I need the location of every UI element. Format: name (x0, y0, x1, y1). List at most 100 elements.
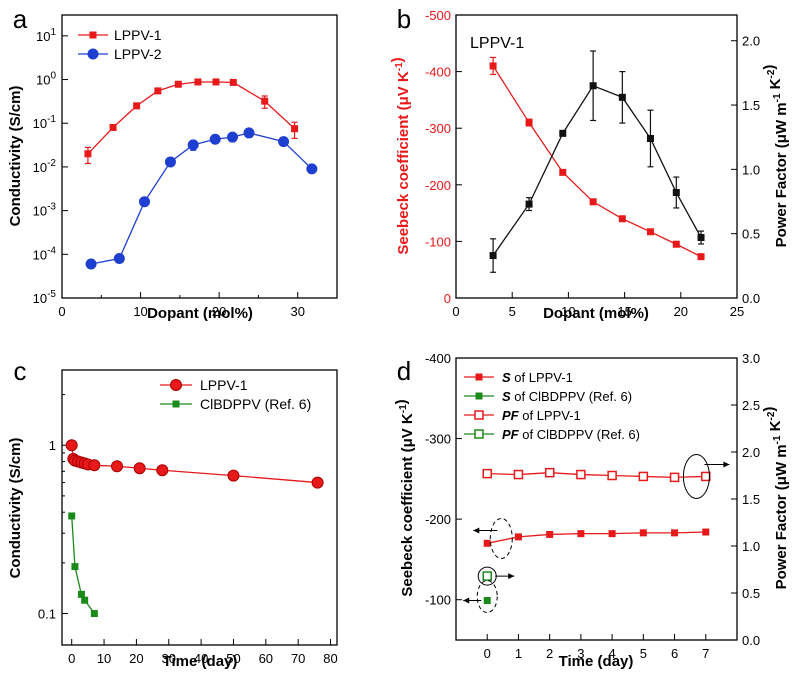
data-point (697, 234, 705, 242)
series-line-Seebeck coefficient (492, 65, 702, 258)
panel-c-plot: 0 10 20 30 40 50 60 70 80 0.1 1 LPPV-1 ClBDPPV (Ref.… (38, 377, 338, 666)
panel-b-ylabel-left: Seebeck coefficient (μV K-1) (389, 57, 412, 254)
y-tick-label-right: 2.5 (742, 398, 760, 413)
data-point (229, 78, 237, 86)
panel-b-annotation: LPPV-1 (470, 35, 524, 52)
data-point (618, 93, 626, 101)
data-point (646, 228, 654, 236)
x-tick-label: 20 (674, 304, 688, 319)
legend-marker (87, 48, 99, 60)
x-tick-label: 10 (561, 304, 575, 319)
data-point (85, 258, 97, 270)
legend-label: LPPV-1 (114, 27, 162, 43)
x-tick-label: 60 (259, 651, 273, 666)
data-point (482, 468, 492, 479)
legend-marker (475, 373, 483, 381)
panel-a-plot: 0 10 20 30 10-5 10-4 10-3 10-2 10-1 100 101 LPPV-1 L… (33, 27, 318, 319)
data-point (212, 78, 220, 86)
data-point (559, 129, 567, 137)
data-point (291, 125, 299, 133)
data-point (697, 253, 705, 261)
data-point (513, 469, 524, 480)
panel-a-xlabel: Dopant (mol%) (147, 305, 253, 322)
panel-b-xlabel: Dopant (mol%) (543, 305, 649, 322)
data-point (88, 459, 101, 472)
data-point (559, 168, 567, 176)
annotation-arrowhead (723, 461, 730, 468)
legend-label: PF of ClBDPPV (Ref. 6) (502, 427, 640, 442)
data-point (607, 470, 617, 481)
legend-label: LPPV-2 (114, 46, 162, 62)
y-tick-label: 1 (49, 438, 56, 453)
data-point (671, 529, 679, 537)
data-point (646, 134, 654, 142)
annotation-arrowhead (473, 527, 480, 534)
data-point (306, 163, 318, 175)
data-point (243, 127, 255, 139)
legend-label: LPPV-1 (200, 377, 248, 393)
panel-a-letter: a (13, 4, 28, 34)
data-point (702, 528, 710, 536)
x-tick-label: 15 (617, 304, 631, 319)
panel-b-frame (455, 14, 738, 299)
panel-d-letter: d (397, 356, 411, 386)
y-tick-label-left: -100 (425, 593, 451, 608)
x-tick-label: 10 (133, 304, 147, 319)
y-tick-label-left: -400 (425, 65, 451, 80)
y-tick-label-left: -200 (425, 178, 451, 193)
data-point (111, 460, 123, 473)
annotation-arrowhead (463, 597, 470, 604)
data-point (187, 139, 199, 151)
legend-label: PF of LPPV-1 (502, 408, 581, 423)
y-tick-label-right: 0.5 (742, 586, 760, 601)
panel-c-frame (61, 369, 338, 646)
data-point (525, 119, 533, 127)
series-line-LPPV-1 (87, 81, 296, 155)
y-tick-label-left: -400 (425, 351, 451, 366)
legend-marker (170, 379, 182, 391)
panel-d-ylabel-left: Seebeck coefficient (μV K-1) (393, 399, 416, 596)
x-tick-label: 0 (484, 646, 491, 661)
panel-c-ylabel: Conductivity (S/cm) (7, 438, 24, 579)
data-point (65, 439, 78, 452)
data-point (489, 252, 497, 260)
panel-b-plot: 0 5 10 15 20 25 0 -100 -200 -300 -400 -500 0.0 0.5 1.0… (425, 8, 760, 319)
panel-c-xlabel: Time (day) (163, 653, 238, 670)
x-tick-label: 1 (515, 646, 522, 661)
panel-b-letter: b (397, 4, 411, 34)
y-tick-label-left: 0 (444, 291, 451, 306)
y-tick-label-left: -200 (425, 512, 451, 527)
data-point (77, 590, 85, 598)
y-tick-label-right: 0.5 (742, 227, 760, 242)
data-point (84, 150, 92, 158)
x-tick-label: 6 (671, 646, 678, 661)
data-point (669, 472, 680, 483)
x-tick-label: 30 (162, 651, 176, 666)
x-tick-label: 80 (323, 651, 337, 666)
data-point (174, 80, 182, 88)
y-tick-label-left: -500 (425, 8, 451, 23)
panel-a-ylabel: Conductivity (S/cm) (7, 86, 24, 227)
legend-marker (474, 410, 484, 420)
x-tick-label: 7 (702, 646, 709, 661)
y-tick-label-right: 2.0 (742, 445, 760, 460)
series-line-LPPV-2 (90, 132, 313, 265)
data-point (133, 462, 146, 475)
y-tick-label-left: -300 (425, 432, 451, 447)
data-point (701, 471, 711, 482)
x-tick-label: 40 (194, 651, 208, 666)
data-point (113, 253, 125, 265)
data-point (68, 512, 76, 520)
data-point (618, 215, 626, 223)
y-tick-label-right: 1.0 (742, 539, 760, 554)
legend-marker (475, 392, 483, 400)
x-tick-label: 10 (97, 651, 111, 666)
data-point (544, 467, 555, 478)
data-point (311, 476, 324, 489)
y-tick-label: 100 (36, 71, 56, 88)
data-point (638, 471, 649, 482)
data-point (81, 596, 89, 604)
data-point (261, 97, 269, 105)
data-point (589, 82, 597, 90)
